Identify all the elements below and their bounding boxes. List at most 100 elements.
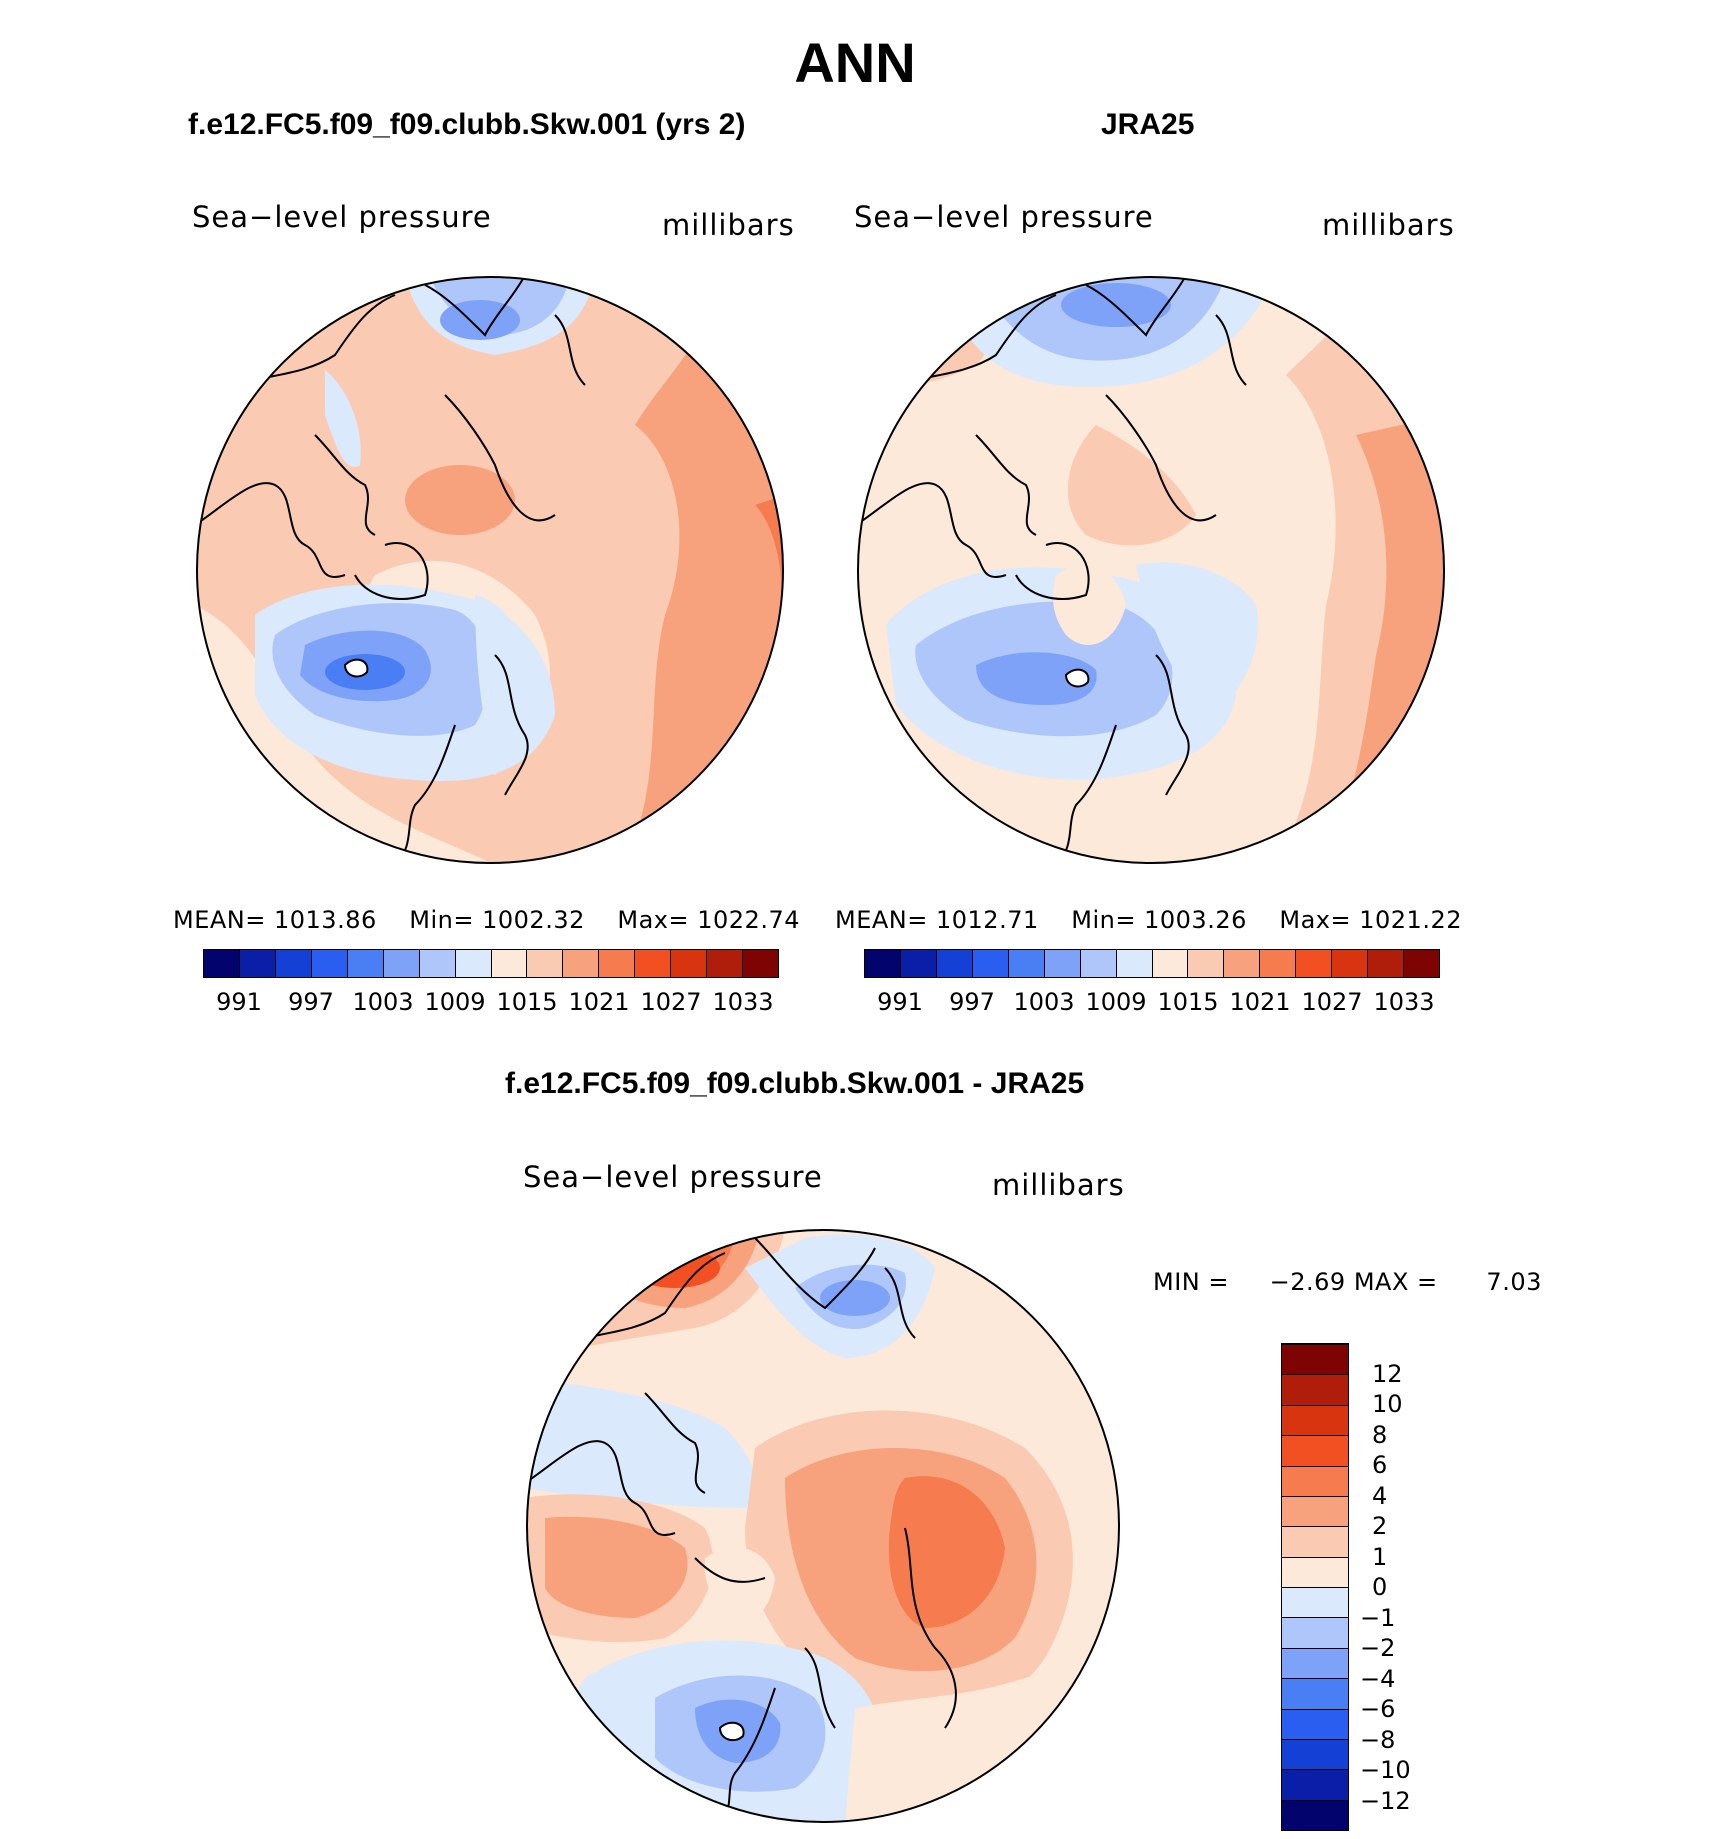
colorbar-diff — [1281, 1343, 1349, 1831]
colorbar-tick-label: −12 — [1360, 1786, 1411, 1815]
colorbar-tick-label: 997 — [949, 988, 995, 1016]
min-value: 1003.26 — [1144, 906, 1247, 934]
colorbar-swatch — [204, 950, 240, 977]
colorbar-swatch — [1282, 1738, 1348, 1770]
units-label-model: millibars — [662, 208, 795, 242]
colorbar-model — [203, 949, 779, 978]
colorbar-swatch — [1282, 1769, 1348, 1800]
colorbar-swatch — [1282, 1374, 1348, 1405]
colorbar-tick-label: 1033 — [712, 988, 774, 1016]
colorbar-swatch — [1044, 950, 1081, 977]
colorbar-swatch — [347, 950, 384, 977]
colorbar-swatch — [275, 950, 312, 977]
colorbar-tick-label: 1021 — [568, 988, 630, 1016]
colorbar-tick-label: 1015 — [1157, 988, 1219, 1016]
colorbar-tick-label: 1003 — [1013, 988, 1075, 1016]
colorbar-tick-label: 991 — [216, 988, 262, 1016]
colorbar-tick-label: 991 — [877, 988, 923, 1016]
colorbar-tick-label: 12 — [1372, 1359, 1403, 1388]
colorbar-swatch — [383, 950, 420, 977]
min-label: Min= — [409, 906, 474, 934]
panel-title-diff: f.e12.FC5.f09_f09.clubb.Skw.001 - JRA25 — [505, 1067, 1085, 1100]
colorbar-swatch — [1116, 950, 1153, 977]
colorbar-tick-label: 4 — [1372, 1481, 1388, 1510]
colorbar-swatch — [1282, 1344, 1348, 1375]
colorbar-tick-label: 1027 — [640, 988, 702, 1016]
colorbar-swatch — [1296, 950, 1333, 977]
colorbar-swatch — [1282, 1404, 1348, 1436]
colorbar-swatch — [1368, 950, 1405, 977]
main-title: ANN — [794, 31, 916, 94]
colorbar-swatch — [635, 950, 672, 977]
colorbar-tick-label: −1 — [1360, 1603, 1396, 1632]
colorbar-swatch — [1282, 1647, 1348, 1679]
min-value: −2.69 — [1269, 1268, 1346, 1296]
colorbar-swatch — [1282, 1495, 1348, 1527]
colorbar-tick-label: 1015 — [496, 988, 558, 1016]
colorbar-tick-label: 2 — [1372, 1512, 1388, 1540]
colorbar-tick-label: −8 — [1360, 1725, 1396, 1754]
colorbar-tick-label: 1009 — [1085, 988, 1147, 1016]
colorbar-swatch — [311, 950, 348, 977]
mean-value: 1013.86 — [274, 906, 377, 934]
colorbar-swatch — [1282, 1587, 1348, 1618]
stats-obs: MEAN= 1012.71 Min= 1003.26 Max= 1021.22 — [835, 906, 1462, 934]
colorbar-tick-label: 10 — [1372, 1390, 1403, 1418]
colorbar-swatch — [1224, 950, 1261, 977]
panel-title-model: f.e12.FC5.f09_f09.clubb.Skw.001 (yrs 2) — [188, 108, 746, 141]
colorbar-tick-label: 8 — [1372, 1420, 1388, 1449]
colorbar-swatch — [1282, 1526, 1348, 1557]
colorbar-swatch — [972, 950, 1009, 977]
colorbar-swatch — [936, 950, 973, 977]
colorbar-swatch — [455, 950, 492, 977]
polar-map-diff — [526, 1229, 1120, 1823]
colorbar-tick-label: −4 — [1360, 1664, 1396, 1693]
colorbar-tick-label: 0 — [1372, 1573, 1388, 1601]
panel-title-obs: JRA25 — [1101, 108, 1195, 141]
colorbar-tick-label: −10 — [1360, 1756, 1411, 1784]
colorbar-swatch — [1008, 950, 1045, 977]
colorbar-obs — [864, 949, 1440, 978]
colorbar-swatch — [527, 950, 564, 977]
colorbar-tick-label: 1009 — [424, 988, 486, 1016]
max-value: 1022.74 — [697, 906, 800, 934]
colorbar-swatch — [1080, 950, 1117, 977]
variable-label-obs: Sea−level pressure — [854, 200, 1154, 234]
colorbar-ticks-obs: 991 997 1003 1009 1015 1021 1027 1033 — [864, 988, 1440, 1018]
colorbar-swatch — [865, 950, 901, 977]
max-value: 7.03 — [1486, 1268, 1542, 1296]
min-value: 1002.32 — [482, 906, 585, 934]
colorbar-swatch — [1282, 1556, 1348, 1587]
colorbar-swatch — [1282, 1617, 1348, 1648]
max-value: 1021.22 — [1359, 906, 1462, 934]
variable-label-model: Sea−level pressure — [192, 200, 492, 234]
colorbar-tick-label: 6 — [1372, 1451, 1388, 1479]
colorbar-tick-label: 1003 — [352, 988, 414, 1016]
colorbar-swatch — [1282, 1799, 1348, 1830]
units-label-obs: millibars — [1322, 208, 1455, 242]
colorbar-swatch — [239, 950, 276, 977]
colorbar-swatch — [671, 950, 708, 977]
colorbar-swatch — [1188, 950, 1225, 977]
colorbar-swatch — [707, 950, 744, 977]
mean-label: MEAN= — [835, 906, 928, 934]
stats-model: MEAN= 1013.86 Min= 1002.32 Max= 1022.74 — [173, 906, 800, 934]
colorbar-swatch — [1282, 1465, 1348, 1496]
colorbar-swatch — [1282, 1708, 1348, 1739]
colorbar-swatch — [743, 950, 778, 977]
colorbar-swatch — [1404, 950, 1439, 977]
colorbar-swatch — [1152, 950, 1189, 977]
colorbar-ticks-model: 991 997 1003 1009 1015 1021 1027 1033 — [203, 988, 779, 1018]
max-label: Max= — [617, 906, 690, 934]
colorbar-tick-label: 997 — [288, 988, 334, 1016]
colorbar-swatch — [491, 950, 528, 977]
colorbar-swatch — [1282, 1678, 1348, 1709]
units-label-diff: millibars — [992, 1168, 1125, 1202]
polar-map-obs — [857, 276, 1445, 864]
colorbar-tick-label: 1021 — [1229, 988, 1291, 1016]
max-label: MAX = — [1353, 1268, 1438, 1296]
min-label: Min= — [1071, 906, 1136, 934]
variable-label-diff: Sea−level pressure — [523, 1160, 823, 1194]
stats-diff: MIN = −2.69 MAX = 7.03 — [1153, 1268, 1542, 1296]
colorbar-swatch — [419, 950, 456, 977]
